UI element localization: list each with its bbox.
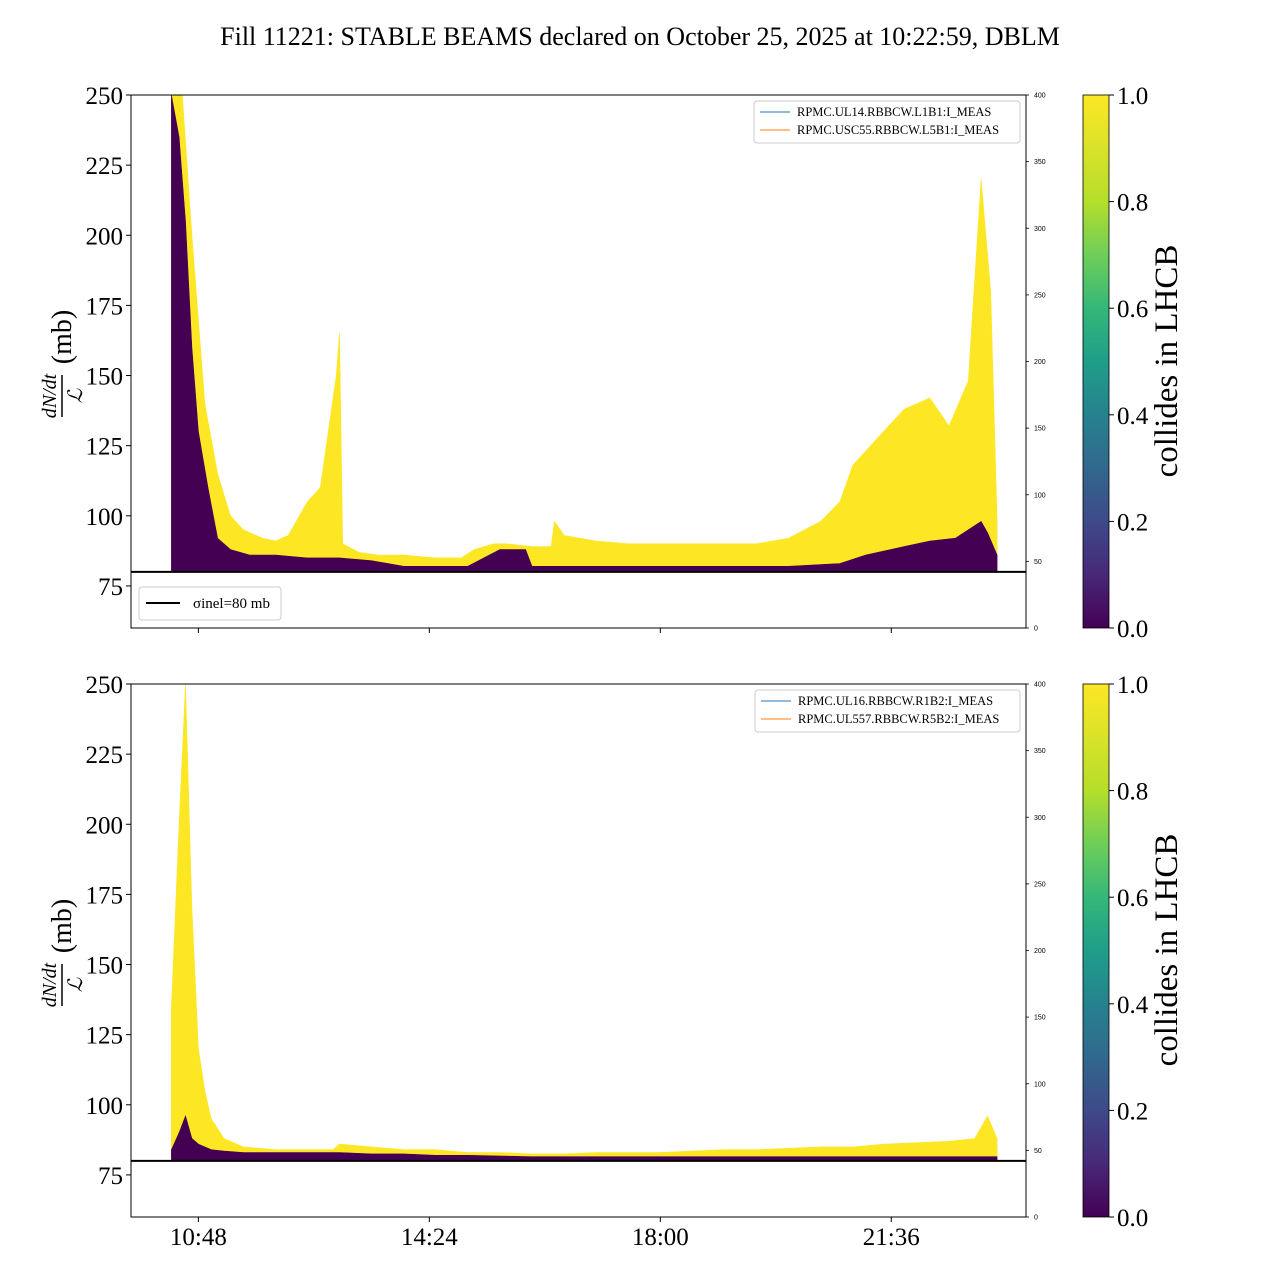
top-y2tick-label: 100 <box>1034 492 1046 499</box>
top-ytick-label: 175 <box>86 293 124 320</box>
top-y2tick-label: 350 <box>1034 159 1046 166</box>
bottom-colorbar: 0.0 0.2 0.4 0.6 0.8 1.0 collides in LHCB <box>1082 672 1185 1232</box>
top-colorbar-tick-label: 0.8 <box>1117 190 1148 217</box>
bottom-y2tick-label: 100 <box>1034 1081 1046 1088</box>
bottom-y2tick-label: 200 <box>1034 948 1046 955</box>
bottom-y2tick-label: 350 <box>1034 748 1046 755</box>
top-ytick-label: 100 <box>86 504 124 531</box>
top-legend-box <box>753 100 1021 144</box>
top-secondary-y-axis: 0 50 100 150 200 250 300 350 400 <box>1026 93 1046 633</box>
bottom-panel: 75 100 125 150 175 200 225 250 0 50 100 150 200 250 3… <box>39 672 1185 1251</box>
top-ytick-label: 200 <box>86 223 124 250</box>
top-ytick-label: 150 <box>86 364 124 391</box>
bottom-legend-box <box>754 689 1021 733</box>
top-sigma-legend: σinel=80 mb <box>138 586 282 621</box>
top-colorbar: 0.0 0.2 0.4 0.6 0.8 1.0 collides in LHCB <box>1082 83 1185 643</box>
bottom-ytick-label: 150 <box>86 953 124 980</box>
top-x-axis <box>197 628 892 633</box>
bottom-xtick-label: 10:48 <box>170 1224 227 1251</box>
top-ylabel: dN/dt ℒ (mb) <box>39 310 87 418</box>
bottom-ytick-label: 250 <box>86 672 124 699</box>
top-ylabel-denominator: ℒ <box>65 388 87 403</box>
bottom-ylabel: dN/dt ℒ (mb) <box>39 899 87 1007</box>
top-colorbar-tick-label: 0.2 <box>1117 509 1148 536</box>
top-legend-entry-1: RPMC.UL14.RBBCW.L1B1:I_MEAS <box>797 105 991 119</box>
bottom-ytick-label: 225 <box>86 742 124 769</box>
bottom-ytick-label: 175 <box>86 882 124 909</box>
bottom-ytick-label: 125 <box>86 1023 124 1050</box>
top-colorbar-ticks: 0.0 0.2 0.4 0.6 0.8 1.0 <box>1109 83 1149 643</box>
bottom-ylabel-unit: (mb) <box>47 899 78 953</box>
top-data-marks <box>171 95 998 573</box>
bottom-ylabel-numerator: dN/dt <box>39 962 61 1007</box>
bottom-xtick-label: 14:24 <box>401 1224 458 1251</box>
top-ytick-label: 250 <box>86 83 124 110</box>
top-panel: 75 100 125 150 175 200 225 250 0 50 100 150 200 250 3… <box>39 83 1185 643</box>
top-ytick-label: 225 <box>86 153 124 180</box>
bottom-colorbar-ticks: 0.0 0.2 0.4 0.6 0.8 1.0 <box>1109 672 1149 1232</box>
top-legend: RPMC.UL14.RBBCW.L1B1:I_MEAS RPMC.USC55.R… <box>753 100 1021 144</box>
bottom-ylabel-denominator: ℒ <box>65 977 87 992</box>
top-ytick-label: 75 <box>98 574 123 601</box>
bottom-y-axis: 75 100 125 150 175 200 225 250 <box>86 672 131 1190</box>
bottom-y2tick-label: 50 <box>1034 1148 1042 1155</box>
top-y2tick-label: 0 <box>1034 626 1038 633</box>
figure-title: Fill 11221: STABLE BEAMS declared on Oct… <box>220 22 1060 51</box>
top-plot-area <box>171 95 998 573</box>
bottom-series-collides-1-band <box>171 684 998 1160</box>
top-sigma-legend-box <box>138 586 282 621</box>
bottom-xtick-label: 18:00 <box>632 1224 689 1251</box>
top-y-axis: 75 100 125 150 175 200 225 250 <box>86 83 131 601</box>
bottom-colorbar-tick-label: 1.0 <box>1117 672 1148 699</box>
bottom-secondary-y-axis: 0 50 100 150 200 250 300 350 400 <box>1026 682 1046 1222</box>
bottom-colorbar-tick-label: 0.8 <box>1117 779 1148 806</box>
bottom-y2tick-label: 0 <box>1034 1215 1038 1222</box>
bottom-colorbar-tick-label: 0.6 <box>1117 885 1148 912</box>
top-colorbar-gradient <box>1082 94 1110 629</box>
top-colorbar-tick-label: 0.0 <box>1117 616 1148 643</box>
top-colorbar-tick-label: 0.4 <box>1117 403 1149 430</box>
top-y2tick-label: 300 <box>1034 226 1046 233</box>
bottom-ytick-label: 75 <box>98 1163 123 1190</box>
bottom-legend-entry-2: RPMC.UL557.RBBCW.R5B2:I_MEAS <box>798 712 999 726</box>
top-ytick-label: 125 <box>86 434 124 461</box>
top-y2tick-label: 250 <box>1034 292 1046 299</box>
top-colorbar-tick-label: 1.0 <box>1117 83 1148 110</box>
bottom-x-axis: 10:48 14:24 18:00 21:36 <box>170 1217 920 1251</box>
top-y2tick-label: 400 <box>1034 93 1046 100</box>
bottom-y2tick-label: 250 <box>1034 881 1046 888</box>
bottom-ytick-label: 200 <box>86 812 124 839</box>
bottom-data-marks <box>171 684 998 1162</box>
bottom-colorbar-tick-label: 0.2 <box>1117 1098 1148 1125</box>
top-ylabel-unit: (mb) <box>47 310 78 364</box>
top-y2tick-label: 150 <box>1034 426 1046 433</box>
bottom-ytick-label: 100 <box>86 1093 124 1120</box>
top-series-collides-1-band <box>171 95 998 571</box>
top-sigma-legend-label: σinel=80 mb <box>193 596 270 612</box>
top-colorbar-tick-label: 0.6 <box>1117 296 1148 323</box>
top-legend-entry-2: RPMC.USC55.RBBCW.L5B1:I_MEAS <box>797 123 999 137</box>
top-y2tick-label: 200 <box>1034 359 1046 366</box>
bottom-axes-frame <box>130 683 1027 1218</box>
bottom-colorbar-tick-label: 0.4 <box>1117 992 1149 1019</box>
top-colorbar-label: collides in LHCB <box>1149 245 1185 478</box>
bottom-xtick-label: 21:36 <box>863 1224 920 1251</box>
top-ylabel-numerator: dN/dt <box>39 373 61 418</box>
top-y2tick-label: 50 <box>1034 559 1042 566</box>
bottom-legend-entry-1: RPMC.UL16.RBBCW.R1B2:I_MEAS <box>798 694 993 708</box>
bottom-colorbar-gradient <box>1082 683 1110 1218</box>
bottom-colorbar-label: collides in LHCB <box>1149 834 1185 1067</box>
bottom-legend: RPMC.UL16.RBBCW.R1B2:I_MEAS RPMC.UL557.R… <box>754 689 1021 733</box>
bottom-colorbar-tick-label: 0.0 <box>1117 1205 1148 1232</box>
bottom-y2tick-label: 150 <box>1034 1015 1046 1022</box>
bottom-y2tick-label: 300 <box>1034 815 1046 822</box>
bottom-y2tick-label: 400 <box>1034 682 1046 689</box>
bottom-plot-area <box>171 684 998 1162</box>
